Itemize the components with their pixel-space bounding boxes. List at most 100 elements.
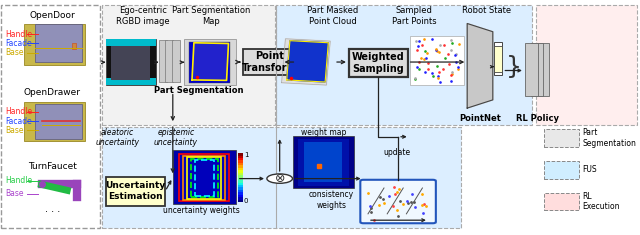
- Bar: [238, 156, 243, 158]
- Bar: [525, 43, 538, 96]
- Text: 1: 1: [244, 152, 248, 158]
- FancyBboxPatch shape: [360, 180, 436, 223]
- Text: Facade: Facade: [5, 39, 32, 48]
- Bar: [183, 156, 225, 200]
- Bar: [238, 195, 243, 197]
- Polygon shape: [467, 24, 493, 108]
- Bar: [349, 49, 408, 77]
- Bar: [238, 153, 243, 156]
- Text: RL Policy: RL Policy: [516, 114, 559, 123]
- Text: Sampled
Part Points: Sampled Part Points: [392, 6, 436, 26]
- Text: Handle: Handle: [5, 176, 32, 185]
- Text: Base: Base: [5, 189, 24, 198]
- Text: Part Masked
Point Cloud: Part Masked Point Cloud: [307, 6, 358, 26]
- Bar: [293, 136, 354, 188]
- Text: ⊗: ⊗: [275, 172, 285, 185]
- Text: uncertainty weights: uncertainty weights: [163, 206, 240, 215]
- Text: FUS: FUS: [582, 165, 597, 174]
- Bar: [187, 157, 221, 199]
- Bar: [238, 168, 243, 170]
- Bar: [72, 43, 76, 49]
- Bar: [191, 159, 218, 197]
- Bar: [1, 5, 100, 228]
- Bar: [159, 40, 167, 82]
- Text: epistemic
uncertainty: epistemic uncertainty: [154, 128, 198, 148]
- Text: OpenDoor: OpenDoor: [29, 11, 76, 20]
- Bar: [531, 43, 543, 96]
- Bar: [238, 158, 243, 161]
- Bar: [410, 36, 464, 85]
- Bar: [173, 150, 236, 204]
- Bar: [106, 177, 165, 206]
- Bar: [276, 5, 532, 125]
- Bar: [238, 170, 243, 173]
- Polygon shape: [282, 39, 330, 85]
- Bar: [238, 190, 243, 192]
- Bar: [106, 39, 156, 46]
- Bar: [106, 78, 156, 85]
- Bar: [238, 183, 243, 185]
- Bar: [544, 193, 579, 210]
- Bar: [102, 127, 461, 228]
- Bar: [544, 161, 579, 179]
- Text: Uncertainty
Estimation: Uncertainty Estimation: [105, 181, 165, 201]
- Bar: [238, 180, 243, 183]
- Bar: [238, 200, 243, 202]
- Bar: [195, 160, 214, 196]
- Bar: [243, 49, 296, 75]
- Bar: [238, 185, 243, 187]
- Text: Part Segmentation: Part Segmentation: [154, 86, 243, 95]
- Bar: [24, 24, 85, 65]
- Bar: [165, 40, 173, 82]
- Text: }: }: [506, 55, 522, 79]
- Bar: [238, 173, 243, 175]
- Bar: [238, 192, 243, 195]
- Text: t: t: [427, 211, 430, 220]
- Bar: [179, 154, 229, 201]
- Bar: [494, 42, 502, 75]
- Text: Point
Transform: Point Transform: [242, 51, 298, 73]
- Text: TurnFaucet: TurnFaucet: [28, 162, 77, 171]
- Bar: [494, 46, 502, 72]
- Bar: [189, 42, 230, 83]
- Bar: [298, 139, 349, 186]
- Text: aleatoric
uncertainty: aleatoric uncertainty: [95, 128, 139, 148]
- Text: OpenDrawer: OpenDrawer: [24, 88, 81, 97]
- Text: Handle: Handle: [5, 107, 32, 116]
- Text: Weighted
Sampling: Weighted Sampling: [352, 52, 404, 74]
- Bar: [238, 165, 243, 168]
- Text: PointNet: PointNet: [459, 114, 501, 123]
- Text: · · ·: · · ·: [45, 207, 60, 217]
- Bar: [304, 142, 342, 182]
- Bar: [178, 153, 231, 202]
- Polygon shape: [192, 43, 228, 80]
- Bar: [238, 163, 243, 165]
- Circle shape: [267, 174, 292, 183]
- Bar: [111, 46, 150, 80]
- Bar: [106, 39, 156, 85]
- Bar: [35, 24, 82, 62]
- Text: Base: Base: [5, 126, 24, 135]
- Bar: [238, 187, 243, 190]
- Bar: [544, 129, 579, 147]
- Text: weight map: weight map: [301, 128, 346, 137]
- Text: Base: Base: [5, 48, 24, 57]
- Text: update: update: [383, 148, 410, 157]
- Text: Facade: Facade: [5, 117, 32, 125]
- Text: 0: 0: [244, 198, 248, 204]
- Text: Part
Segmentation: Part Segmentation: [582, 128, 636, 148]
- Text: RL
Execution: RL Execution: [582, 192, 620, 211]
- Text: Robot State: Robot State: [462, 6, 511, 15]
- Bar: [184, 39, 236, 85]
- Bar: [536, 43, 549, 96]
- Bar: [24, 102, 85, 141]
- Text: Part Segmentation
Map: Part Segmentation Map: [172, 6, 250, 26]
- Text: consistency
weights: consistency weights: [309, 190, 354, 210]
- Text: Handle: Handle: [5, 30, 32, 39]
- Bar: [238, 175, 243, 178]
- Bar: [536, 5, 637, 125]
- Bar: [35, 104, 82, 139]
- Bar: [238, 161, 243, 163]
- Bar: [172, 40, 180, 82]
- Polygon shape: [287, 41, 328, 82]
